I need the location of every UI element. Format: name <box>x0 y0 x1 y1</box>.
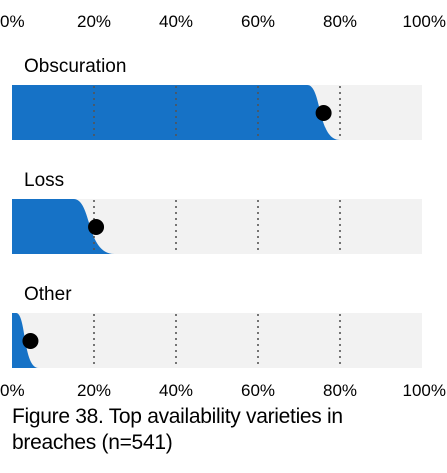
top-x-axis: 0% 20% 40% 60% 80% 100% <box>0 12 446 31</box>
top-tick-label: 20% <box>77 12 111 31</box>
bottom-tick-label: 60% <box>241 381 275 400</box>
bar-row: Obscuration <box>12 56 422 140</box>
top-tick-label: 40% <box>159 12 193 31</box>
bottom-tick-label: 0% <box>0 381 25 400</box>
value-point <box>22 333 38 349</box>
top-tick-label: 100% <box>403 12 446 31</box>
top-tick-label: 80% <box>323 12 357 31</box>
bar-track <box>12 313 422 368</box>
figure-caption: Figure 38. Top availability varieties in… <box>12 404 432 456</box>
bottom-x-axis: 0% 20% 40% 60% 80% 100% <box>0 381 446 400</box>
bottom-tick-label: 20% <box>77 381 111 400</box>
value-point <box>316 105 332 121</box>
bottom-tick-label: 80% <box>323 381 357 400</box>
bar-row: Other <box>12 284 422 368</box>
top-tick-label: 0% <box>0 12 25 31</box>
bottom-tick-label: 40% <box>159 381 193 400</box>
chart: 0% 20% 40% 60% 80% 100% 0% 20% 40% 60% 80% 100% Ob… <box>0 0 447 400</box>
bar-row: Loss <box>12 170 422 254</box>
category-label: Other <box>24 284 72 305</box>
bottom-tick-label: 100% <box>403 381 446 400</box>
category-label: Loss <box>24 170 64 191</box>
category-label: Obscuration <box>24 56 126 77</box>
top-tick-label: 60% <box>241 12 275 31</box>
value-point <box>88 219 104 235</box>
bar-rows: Obscuration Loss Other <box>12 56 422 368</box>
